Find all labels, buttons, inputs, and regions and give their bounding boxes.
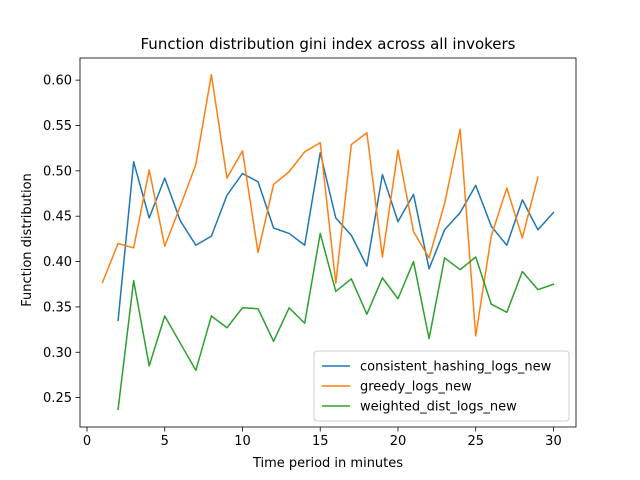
x-tick-label: 15 (312, 434, 329, 449)
y-tick-label: 0.30 (43, 346, 72, 361)
series-line-consistent_hashing_logs_new (117, 151, 555, 322)
plot-area: 0 5 10 15 20 25 30 0.25 0.30 0.35 0.40 0.45 0.50 0.55… (43, 57, 577, 449)
series-line-greedy_logs_new (101, 73, 539, 337)
x-tick-label: 10 (234, 434, 251, 449)
legend-label-consistent_hashing_logs_new: consistent_hashing_logs_new (360, 360, 552, 375)
legend: consistent_hashing_logs_new greedy_logs_n… (313, 350, 570, 422)
y-tick-label: 0.60 (43, 74, 72, 89)
y-tick-label: 0.40 (43, 255, 72, 270)
y-tick-label: 0.25 (43, 391, 72, 406)
legend-label-weighted_dist_logs_new: weighted_dist_logs_new (360, 400, 517, 415)
x-axis-label: Time period in minutes (252, 456, 403, 471)
chart-title: Function distribution gini index across … (141, 35, 516, 53)
series-line-weighted_dist_logs_new (117, 232, 555, 411)
x-tick-label: 5 (161, 434, 169, 449)
y-axis-label: Function distribution (20, 173, 35, 307)
x-tick-label: 30 (545, 434, 562, 449)
y-tick-label: 0.45 (43, 210, 72, 225)
y-tick-label: 0.55 (43, 119, 72, 134)
axes-frame (79, 57, 577, 428)
x-tick-label: 25 (467, 434, 484, 449)
legend-label-greedy_logs_new: greedy_logs_new (360, 380, 472, 395)
y-tick-label: 0.35 (43, 300, 72, 315)
x-tick-label: 0 (83, 434, 91, 449)
x-tick-label: 20 (390, 434, 407, 449)
legend-box (313, 350, 570, 422)
y-tick-label: 0.50 (43, 164, 72, 179)
